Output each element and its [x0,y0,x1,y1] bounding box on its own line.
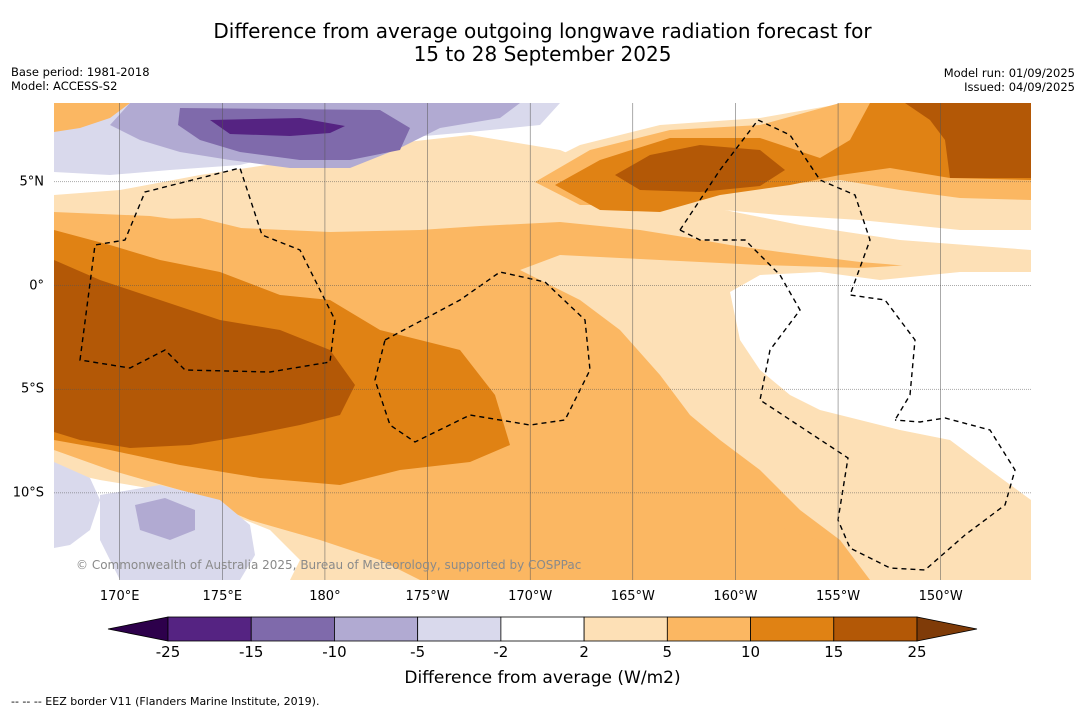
colorbar-segment [500,616,585,642]
colorbar-over-arrow [916,616,978,642]
colorbar-segment [666,616,751,642]
base-period: Base period: 1981-2018 [11,65,150,79]
contour-field [54,103,1031,580]
contour-brown-central [54,260,355,448]
issued-date: Issued: 04/09/2025 [964,80,1075,94]
colorbar-tick-label: 10 [741,643,761,661]
contour-orange-nw-corner [54,103,130,132]
contour-purple-sw [135,498,195,540]
eez-footnote: -- -- -- EEZ border V11 (Flanders Marine… [11,695,320,708]
longitude-tick-label: 180° [309,589,341,604]
contour-purple-dark-north [210,118,345,136]
latitude-tick-label: 5°N [19,174,45,190]
colorbar-segment [250,616,335,642]
model-run-info: Model run: 01/09/2025 Issued: 04/09/2025 [944,66,1075,94]
eez-border-northeast [679,119,916,421]
latitude-tick-label: 0° [29,278,44,293]
colorbar-tick-label: 5 [662,643,673,661]
colorbar-segment [750,616,835,642]
longitude-tick-label: 170°E [99,589,140,604]
colorbar-under-arrow [107,616,169,642]
title-line-1: Difference from average outgoing longwav… [213,19,872,43]
contour-white-se [730,272,1031,500]
colorbar-tick-label: 15 [824,643,844,661]
colorbar-tick-label: -25 [155,643,181,661]
longitude-tick-label: 165°W [610,589,655,604]
longitude-tick-label: 155°W [815,589,861,604]
longitude-tick-label: 150°W [918,589,963,604]
title-line-2: 15 to 28 September 2025 [413,42,672,66]
colorbar-tick-label: -10 [322,643,347,661]
eez-borders [79,119,1016,571]
longitude-tick-label: 175°W [405,589,450,604]
colorbar-segment [583,616,668,642]
model-run-date: Model run: 01/09/2025 [943,66,1075,80]
eez-border-west [79,167,336,373]
colorbar-segment [417,616,502,642]
contour-lavender-sw-edge [54,462,100,548]
colorbar [107,616,978,642]
longitude-tick-label: 160°W [713,589,758,604]
latitude-tick-label: 10°S [12,485,44,501]
latitude-tick-label: 5°S [20,381,44,397]
contour-brown-ne-corner [905,103,1031,178]
colorbar-tick-label: -15 [238,643,264,661]
colorbar-segment [833,616,918,642]
colorbar-segment [334,616,419,642]
base-period-info: Base period: 1981-2018 Model: ACCESS-S2 [11,65,150,93]
model-name: Model: ACCESS-S2 [11,79,118,93]
graticule [54,103,1031,580]
colorbar-label: Difference from average (W/m2) [404,668,681,688]
copyright-notice: © Commonwealth of Australia 2025, Bureau… [76,558,582,572]
colorbar-segment [167,616,252,642]
colorbar-tick-label: -5 [410,643,426,661]
chart-title: Difference from average outgoing longwav… [0,20,1085,66]
contour-brown-ne-center [615,145,785,192]
longitude-tick-label: 175°E [202,589,243,604]
colorbar-tick-label: -2 [493,643,509,661]
eez-border-southeast [679,229,1016,571]
colorbar-tick-label: 2 [579,643,589,661]
longitude-tick-label: 170°W [508,589,553,604]
colorbar-tick-label: 25 [907,643,927,661]
